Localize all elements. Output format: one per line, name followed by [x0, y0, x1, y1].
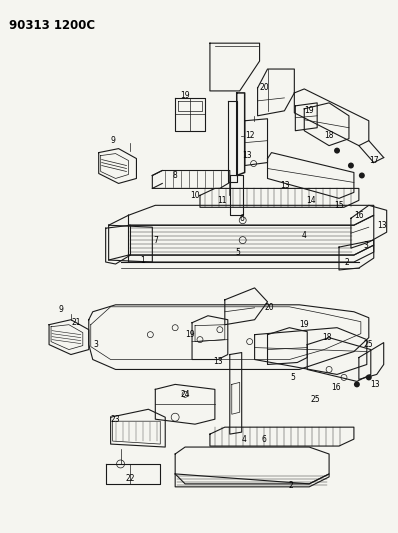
Text: 13: 13: [213, 357, 222, 366]
Text: 19: 19: [185, 330, 195, 339]
Text: 25: 25: [364, 340, 374, 349]
Text: 13: 13: [242, 151, 252, 160]
Text: 7: 7: [153, 236, 158, 245]
Text: 23: 23: [111, 415, 121, 424]
Text: 24: 24: [180, 390, 190, 399]
Text: 1: 1: [140, 255, 145, 264]
Text: 90313 1200C: 90313 1200C: [9, 19, 96, 33]
Text: 2: 2: [289, 481, 294, 490]
Text: 4: 4: [302, 231, 307, 240]
Text: 21: 21: [71, 318, 81, 327]
Text: 17: 17: [369, 156, 378, 165]
Circle shape: [348, 163, 354, 168]
Text: 9: 9: [59, 305, 63, 314]
Text: 19: 19: [304, 106, 314, 115]
Text: 6: 6: [261, 434, 266, 443]
Text: 18: 18: [324, 131, 334, 140]
Text: 18: 18: [322, 333, 332, 342]
Text: 15: 15: [334, 201, 344, 210]
Text: 19: 19: [180, 91, 190, 100]
Text: 22: 22: [126, 474, 135, 483]
Text: 6: 6: [239, 214, 244, 223]
Text: 19: 19: [299, 320, 309, 329]
Text: 5: 5: [235, 247, 240, 256]
Text: 2: 2: [345, 257, 349, 266]
Text: 8: 8: [173, 171, 178, 180]
Text: 20: 20: [265, 303, 274, 312]
Text: 13: 13: [370, 380, 380, 389]
Text: 16: 16: [354, 211, 364, 220]
Text: 9: 9: [110, 136, 115, 145]
Text: 14: 14: [306, 196, 316, 205]
Circle shape: [334, 148, 340, 154]
Text: 25: 25: [310, 395, 320, 404]
Text: 12: 12: [245, 131, 254, 140]
Text: 11: 11: [217, 196, 226, 205]
Circle shape: [359, 173, 365, 179]
Text: 4: 4: [241, 434, 246, 443]
Circle shape: [366, 375, 372, 381]
Text: 20: 20: [260, 84, 269, 92]
Text: 13: 13: [377, 221, 386, 230]
Text: 3: 3: [363, 240, 368, 249]
Text: 16: 16: [331, 383, 341, 392]
Text: 10: 10: [190, 191, 200, 200]
Text: 3: 3: [93, 340, 98, 349]
Circle shape: [354, 382, 360, 387]
Text: 13: 13: [281, 181, 290, 190]
Text: 5: 5: [290, 373, 295, 382]
